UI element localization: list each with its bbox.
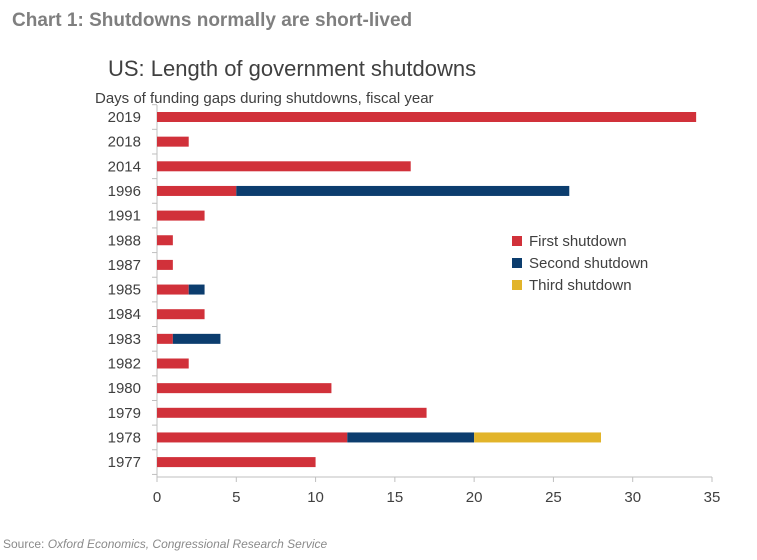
bar-segment-2 bbox=[172, 333, 221, 344]
bar-segment-1 bbox=[157, 259, 173, 270]
x-tick-label: 20 bbox=[466, 489, 483, 506]
bar-segment-1 bbox=[157, 284, 189, 295]
source-note: Source: Oxford Economics, Congressional … bbox=[3, 537, 327, 551]
bar-segment-1 bbox=[157, 210, 205, 221]
bar-segment-1 bbox=[157, 383, 332, 394]
y-tick-label: 1982 bbox=[108, 356, 141, 373]
legend-label: Third shutdown bbox=[529, 277, 632, 294]
bar-segment-2 bbox=[236, 185, 570, 196]
bar-segment-2 bbox=[188, 284, 205, 295]
chart-heading: Chart 1: Shutdowns normally are short-li… bbox=[12, 10, 413, 31]
x-tick-label: 35 bbox=[704, 489, 721, 506]
bar-segment-1 bbox=[157, 333, 173, 344]
y-tick-label: 1987 bbox=[108, 257, 141, 274]
y-tick-label: 1977 bbox=[108, 454, 141, 471]
source-label: Source: bbox=[3, 537, 45, 551]
bar-segment-1 bbox=[157, 358, 189, 369]
bar-segment-3 bbox=[474, 432, 601, 443]
y-tick-label: 1988 bbox=[108, 232, 141, 249]
y-tick-label: 1985 bbox=[108, 282, 141, 299]
x-tick-label: 0 bbox=[153, 489, 161, 506]
y-tick-label: 1979 bbox=[108, 405, 141, 422]
x-tick-label: 10 bbox=[307, 489, 324, 506]
y-tick-label: 1983 bbox=[108, 331, 141, 348]
y-tick-label: 2018 bbox=[108, 134, 141, 151]
bar-segment-1 bbox=[157, 407, 427, 418]
y-tick-label: 1984 bbox=[108, 306, 141, 323]
bar-segment-1 bbox=[157, 457, 316, 468]
bar-segment-1 bbox=[157, 309, 205, 320]
legend-swatch bbox=[512, 236, 522, 246]
legend-swatch bbox=[512, 258, 522, 268]
y-tick-label: 1991 bbox=[108, 208, 141, 225]
legend-swatch bbox=[512, 280, 522, 290]
source-text: Oxford Economics, Congressional Research… bbox=[47, 537, 328, 551]
chart-subtitle: Days of funding gaps during shutdowns, f… bbox=[95, 90, 434, 107]
y-tick-label: 2014 bbox=[108, 158, 141, 175]
x-tick-label: 30 bbox=[624, 489, 641, 506]
y-tick-label: 1996 bbox=[108, 183, 141, 200]
bar-segment-1 bbox=[157, 136, 189, 147]
bar-segment-1 bbox=[157, 112, 697, 122]
y-tick-label: 1978 bbox=[108, 429, 141, 446]
bar-segment-1 bbox=[157, 161, 411, 172]
bar-segment-1 bbox=[157, 185, 237, 196]
x-tick-label: 5 bbox=[232, 489, 240, 506]
x-tick-label: 15 bbox=[387, 489, 404, 506]
legend-label: Second shutdown bbox=[529, 255, 648, 272]
x-tick-label: 25 bbox=[545, 489, 562, 506]
bar-segment-1 bbox=[157, 432, 348, 443]
legend-label: First shutdown bbox=[529, 233, 627, 250]
y-tick-label: 2019 bbox=[108, 109, 141, 126]
y-tick-label: 1980 bbox=[108, 380, 141, 397]
chart-title: US: Length of government shutdowns bbox=[108, 56, 477, 81]
bar-segment-1 bbox=[157, 235, 173, 246]
bar-segment-2 bbox=[347, 432, 475, 443]
